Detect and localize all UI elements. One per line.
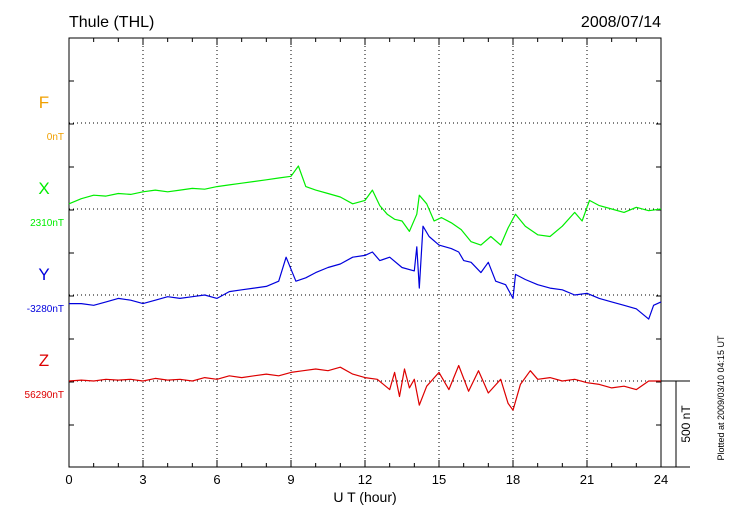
series-labels: F 0nT X 2310nT Y -3280nT Z 56290nT <box>25 93 64 401</box>
x-tick-label: 15 <box>432 472 446 487</box>
scale-bar: 500 nT <box>661 380 693 468</box>
chart-date: 2008/07/14 <box>581 14 661 31</box>
series-line-x <box>68 165 662 246</box>
plotted-timestamp: Plotted at 2009/03/10 04:15 UT <box>716 335 726 461</box>
series-line-z <box>68 364 661 411</box>
x-tick-label: 6 <box>213 472 220 487</box>
series-lines <box>68 165 662 411</box>
series-baseline-z: 56290nT <box>25 390 64 401</box>
x-tick-label: 3 <box>139 472 146 487</box>
series-name-f: F <box>39 93 49 112</box>
series-name-y: Y <box>38 265 49 284</box>
x-tick-label: 9 <box>287 472 294 487</box>
x-tick-label: 18 <box>506 472 520 487</box>
series-baseline-x: 2310nT <box>30 218 64 229</box>
series-line-y <box>69 225 662 320</box>
x-tick-labels: 0 3 6 9 12 15 18 21 24 <box>65 472 668 487</box>
x-tick-label: 0 <box>65 472 72 487</box>
grid-lines <box>69 38 661 467</box>
x-tick-label: 21 <box>580 472 594 487</box>
series-name-x: X <box>38 179 49 198</box>
x-axis-label: U T (hour) <box>333 489 396 505</box>
axis-ticks <box>68 38 662 467</box>
x-tick-label: 12 <box>358 472 372 487</box>
series-baseline-f: 0nT <box>47 132 64 143</box>
x-tick-label: 24 <box>654 472 668 487</box>
series-baseline-y: -3280nT <box>27 304 64 315</box>
chart-title: Thule (THL) <box>69 14 154 31</box>
scale-bar-label: 500 nT <box>679 405 693 443</box>
series-name-z: Z <box>39 351 49 370</box>
